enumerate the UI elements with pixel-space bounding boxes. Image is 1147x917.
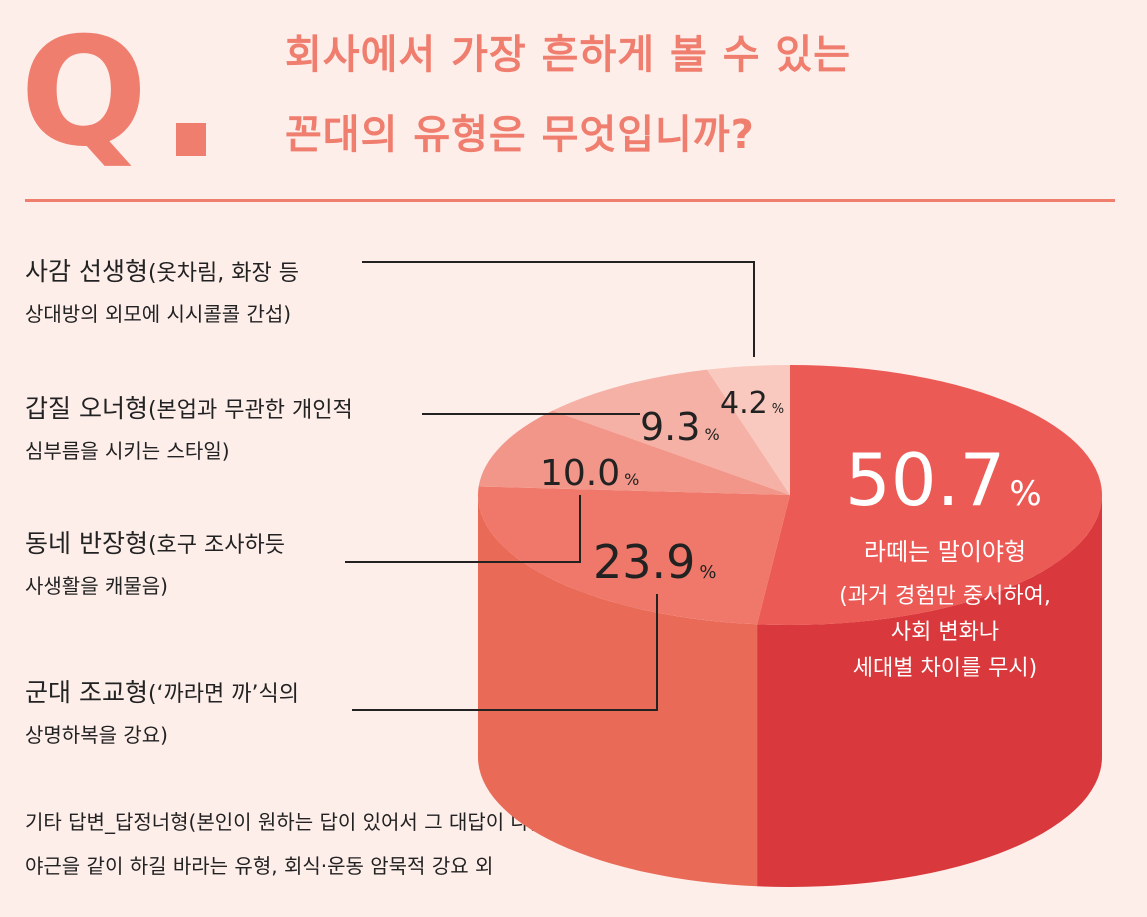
category-desc: (옷차림, 화장 등 <box>147 261 299 286</box>
pie-side-0 <box>757 495 1102 887</box>
category-name: 동네 반장형 <box>25 529 148 558</box>
pie-slice-3 <box>552 369 790 495</box>
leader-line-jogyo <box>352 594 658 711</box>
slice-desc-line-1: 사회 변화나 <box>891 620 999 645</box>
pie-slice-1 <box>477 486 790 625</box>
category-name: 사감 선생형 <box>25 257 148 286</box>
pie-slice-0 <box>757 365 1103 625</box>
slice-name-latte: 라떼는 말이야형 <box>864 538 1026 566</box>
category-banjang: 동네 반장형(호구 조사하듯 사생활을 캐물음) <box>25 529 285 601</box>
category-desc-2: 상명하복을 강요) <box>25 723 168 747</box>
category-gapjil: 갑질 오너형(본업과 무관한 개인적 심부름을 시키는 스타일) <box>25 394 353 466</box>
title-line-1: 회사에서 가장 흔하게 볼 수 있는 <box>285 32 852 78</box>
leader-line-banjang <box>345 495 581 563</box>
pie-slice-2 <box>478 410 790 495</box>
category-jogyo: 군대 조교형(‘까라면 까’식의 상명하복을 강요) <box>25 678 299 750</box>
leader-line-sagam <box>362 261 755 357</box>
category-desc-2: 사생활을 캐물음) <box>25 574 168 598</box>
category-desc: (호구 조사하듯 <box>147 533 285 558</box>
category-sagam: 사감 선생형(옷차림, 화장 등 상대방의 외모에 시시콜콜 간섭) <box>25 257 299 329</box>
category-desc: (‘까라면 까’식의 <box>147 682 299 707</box>
q-dot <box>176 123 206 156</box>
slice-desc-line-0: (과거 경험만 중시하여, <box>839 584 1051 609</box>
category-name: 갑질 오너형 <box>25 394 148 423</box>
category-desc: (본업과 무관한 개인적 <box>147 398 353 423</box>
q-letter: Q <box>20 6 148 180</box>
slice-desc-line-2: 세대별 차이를 무시) <box>853 656 1038 681</box>
footer-line-2: 야근을 같이 하길 바라는 유형, 회식·운동 암묵적 강요 외 <box>25 854 494 878</box>
title-line-2: 꼰대의 유형은 무엇입니까? <box>285 112 755 158</box>
category-desc-2: 심부름을 시키는 스타일) <box>25 439 230 463</box>
category-name: 군대 조교형 <box>25 678 148 707</box>
pie-slice-4 <box>707 365 790 495</box>
title-divider <box>25 199 1115 202</box>
category-desc-2: 상대방의 외모에 시시콜콜 간섭) <box>25 302 292 326</box>
pie-side-1 <box>478 495 758 887</box>
